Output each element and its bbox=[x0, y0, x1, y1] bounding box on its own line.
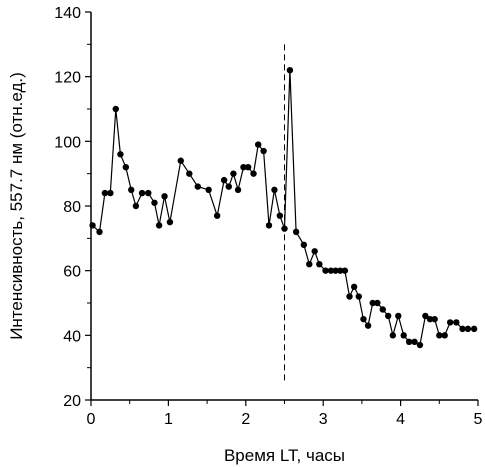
data-point bbox=[306, 261, 313, 268]
data-point bbox=[316, 261, 323, 268]
data-point bbox=[355, 293, 363, 300]
data-point bbox=[128, 186, 135, 194]
data-point bbox=[426, 315, 434, 323]
data-point bbox=[254, 141, 262, 148]
data-point bbox=[96, 228, 103, 236]
data-point bbox=[230, 170, 237, 177]
data-point bbox=[117, 151, 124, 158]
x-axis-ticks: 0 1 2 3 4 5 bbox=[87, 400, 483, 428]
data-point bbox=[360, 315, 367, 323]
data-point bbox=[145, 189, 152, 197]
data-point bbox=[260, 147, 267, 155]
y-tick-label: 40 bbox=[63, 328, 81, 345]
data-point bbox=[364, 322, 372, 329]
data-point bbox=[107, 189, 114, 197]
data-point bbox=[271, 186, 278, 194]
y-tick-label: 140 bbox=[54, 5, 81, 22]
data-point bbox=[166, 218, 174, 226]
data-point bbox=[186, 170, 193, 177]
data-point bbox=[89, 222, 96, 229]
data-point bbox=[422, 312, 429, 320]
data-point bbox=[220, 176, 228, 184]
data-point bbox=[161, 193, 168, 200]
data-point bbox=[250, 170, 257, 177]
x-axis-label: Время LT, часы bbox=[224, 446, 345, 465]
y-tick-label: 120 bbox=[54, 70, 81, 87]
data-point bbox=[240, 164, 247, 171]
data-point bbox=[369, 299, 376, 307]
data-point bbox=[122, 164, 130, 171]
y-tick-label: 80 bbox=[63, 199, 81, 216]
data-point bbox=[322, 267, 329, 274]
data-point bbox=[300, 241, 308, 248]
data-point bbox=[453, 319, 460, 326]
data-point bbox=[436, 332, 443, 339]
data-point bbox=[374, 299, 381, 307]
data-point bbox=[431, 315, 438, 323]
data-point bbox=[112, 105, 119, 113]
data-point bbox=[177, 157, 184, 164]
data-point bbox=[265, 222, 273, 229]
data-point bbox=[286, 67, 294, 74]
series-line bbox=[92, 70, 475, 346]
data-point bbox=[155, 222, 163, 229]
data-point bbox=[411, 338, 418, 345]
data-point bbox=[205, 186, 212, 194]
data-point bbox=[327, 267, 335, 274]
data-point bbox=[416, 341, 424, 349]
data-point bbox=[138, 189, 146, 197]
data-point bbox=[395, 312, 402, 320]
data-point bbox=[341, 267, 349, 274]
y-axis-label: Интенсивность, 557.7 нм (отн.ед.) bbox=[7, 72, 26, 340]
x-tick-label: 4 bbox=[396, 411, 405, 428]
data-point bbox=[446, 319, 454, 326]
data-point bbox=[470, 325, 478, 333]
data-point bbox=[464, 325, 472, 333]
y-tick-label: 60 bbox=[63, 264, 81, 281]
data-point bbox=[234, 186, 242, 194]
x-tick-label: 2 bbox=[241, 411, 250, 428]
x-tick-label: 3 bbox=[319, 411, 328, 428]
data-point bbox=[459, 325, 466, 333]
data-point bbox=[292, 228, 300, 236]
data-point bbox=[379, 306, 386, 313]
data-point bbox=[332, 267, 339, 274]
data-point bbox=[281, 225, 288, 232]
x-tick-label: 1 bbox=[164, 411, 173, 428]
data-point bbox=[350, 283, 358, 291]
data-point bbox=[194, 183, 202, 190]
data-point bbox=[244, 164, 252, 171]
data-point bbox=[405, 338, 413, 345]
y-axis-ticks: 20 40 60 80 100 120 140 bbox=[54, 5, 91, 410]
data-point bbox=[213, 212, 221, 219]
data-point bbox=[276, 212, 284, 219]
y-tick-label: 20 bbox=[63, 393, 81, 410]
data-point bbox=[346, 293, 353, 300]
data-series bbox=[89, 67, 478, 349]
data-point bbox=[389, 332, 397, 339]
x-tick-label: 0 bbox=[87, 411, 96, 428]
data-point bbox=[311, 248, 318, 255]
y-tick-label: 100 bbox=[54, 134, 81, 151]
data-point bbox=[337, 267, 344, 274]
data-point bbox=[385, 312, 392, 320]
x-tick-label: 5 bbox=[474, 411, 483, 428]
data-point bbox=[132, 202, 140, 210]
data-point bbox=[151, 199, 158, 206]
data-point bbox=[101, 189, 109, 197]
data-point bbox=[400, 332, 407, 339]
data-point bbox=[441, 332, 448, 339]
data-point bbox=[225, 183, 232, 190]
